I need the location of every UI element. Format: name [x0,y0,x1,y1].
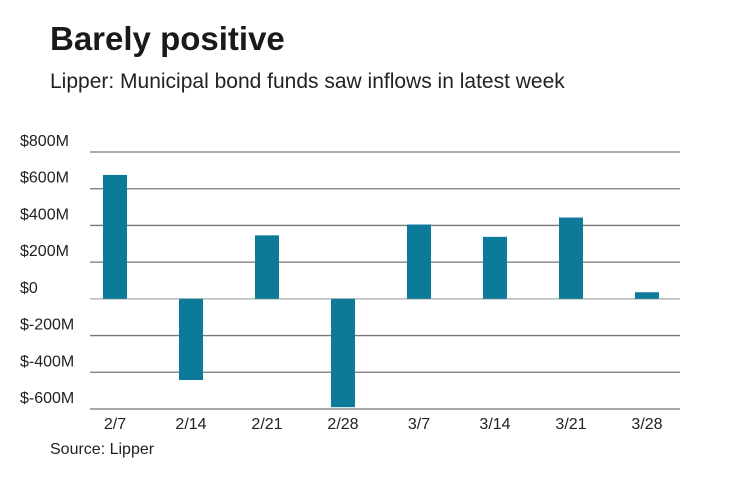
y-tick-label: $-200M [20,317,74,334]
x-tick-label: 3/28 [631,416,662,433]
y-tick-label: $-600M [20,390,74,407]
x-tick-label: 2/28 [327,416,358,433]
x-tick-label: 2/21 [251,416,282,433]
bar-3-28 [635,292,659,299]
bar-2-7 [103,174,127,299]
chart-subtitle: Lipper: Municipal bond funds saw inflows… [50,70,565,93]
bar-3-14 [483,236,507,299]
y-tick-label: $-400M [20,353,74,370]
x-tick-label: 2/7 [104,416,126,433]
y-tick-label: $400M [20,206,69,223]
y-tick-label: $0 [20,280,38,297]
x-tick-label: 3/21 [555,416,586,433]
x-tick-label: 3/14 [479,416,510,433]
bar-3-21 [559,217,583,299]
bar-2-21 [255,235,279,299]
y-tick-label: $600M [20,170,69,187]
y-tick-label: $800M [20,133,69,150]
bar-3-7 [407,224,431,299]
x-tick-label: 3/7 [408,416,430,433]
y-tick-label: $200M [20,243,69,260]
x-tick-label: 2/14 [175,416,206,433]
bar-2-28 [331,298,355,408]
chart-source: Source: Lipper [50,441,155,458]
chart-title: Barely positive [50,20,285,57]
bar-2-14 [179,298,203,380]
